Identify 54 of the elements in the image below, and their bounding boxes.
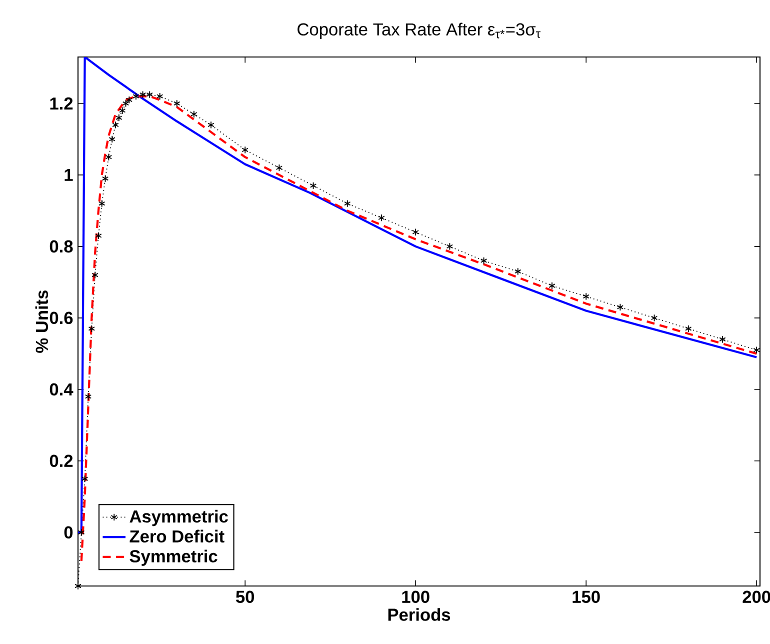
point xyxy=(126,96,133,104)
y-tick-label: 0.6 xyxy=(50,312,73,324)
chart-title: Coporate Tax Rate After ε$_{τ*}$=3σ$_{τ}$ xyxy=(298,22,541,39)
y-axis-title: % Units xyxy=(35,290,48,353)
point xyxy=(139,90,146,98)
point xyxy=(98,200,106,208)
point xyxy=(84,392,92,400)
point xyxy=(514,268,522,276)
point xyxy=(242,146,248,154)
point xyxy=(310,182,317,190)
x-tick-label: 50 xyxy=(236,590,254,603)
point xyxy=(446,242,454,250)
point xyxy=(156,92,164,100)
point xyxy=(122,100,130,108)
point xyxy=(753,346,760,354)
point xyxy=(88,324,95,332)
point xyxy=(650,314,658,322)
point xyxy=(412,228,419,236)
legend-label: Zero Deficit xyxy=(130,530,224,543)
point xyxy=(685,324,692,332)
y-tick-label: 1 xyxy=(64,168,73,181)
point xyxy=(132,92,140,100)
point xyxy=(118,106,126,114)
point xyxy=(480,256,488,265)
point xyxy=(276,164,283,172)
x-tick-label: 200 xyxy=(742,590,770,603)
x-tick-label: 100 xyxy=(402,590,430,603)
point xyxy=(116,114,122,122)
point xyxy=(102,174,109,182)
point xyxy=(174,100,180,108)
y-tick-label: 0.8 xyxy=(50,240,73,253)
point xyxy=(190,110,198,118)
point xyxy=(208,121,214,129)
y-tick-label: 0 xyxy=(64,526,73,539)
y-tick-label: 1.2 xyxy=(50,97,73,110)
point xyxy=(92,271,98,279)
point xyxy=(616,303,624,312)
legend-label: Symmetric xyxy=(130,550,218,566)
point xyxy=(108,135,116,144)
x-axis-title: Periods xyxy=(388,608,450,621)
point xyxy=(719,336,726,344)
legend-label: Asymmetric xyxy=(130,510,228,526)
x-tick-label: 150 xyxy=(572,590,600,603)
point xyxy=(548,282,556,290)
point xyxy=(112,121,119,129)
y-tick-label: 0.4 xyxy=(50,383,74,396)
point xyxy=(146,90,153,98)
point xyxy=(105,153,112,161)
point xyxy=(582,292,590,300)
point xyxy=(344,200,351,208)
y-tick-label: 0.2 xyxy=(50,454,73,468)
point xyxy=(95,232,102,240)
point xyxy=(81,474,88,483)
point xyxy=(378,214,385,222)
